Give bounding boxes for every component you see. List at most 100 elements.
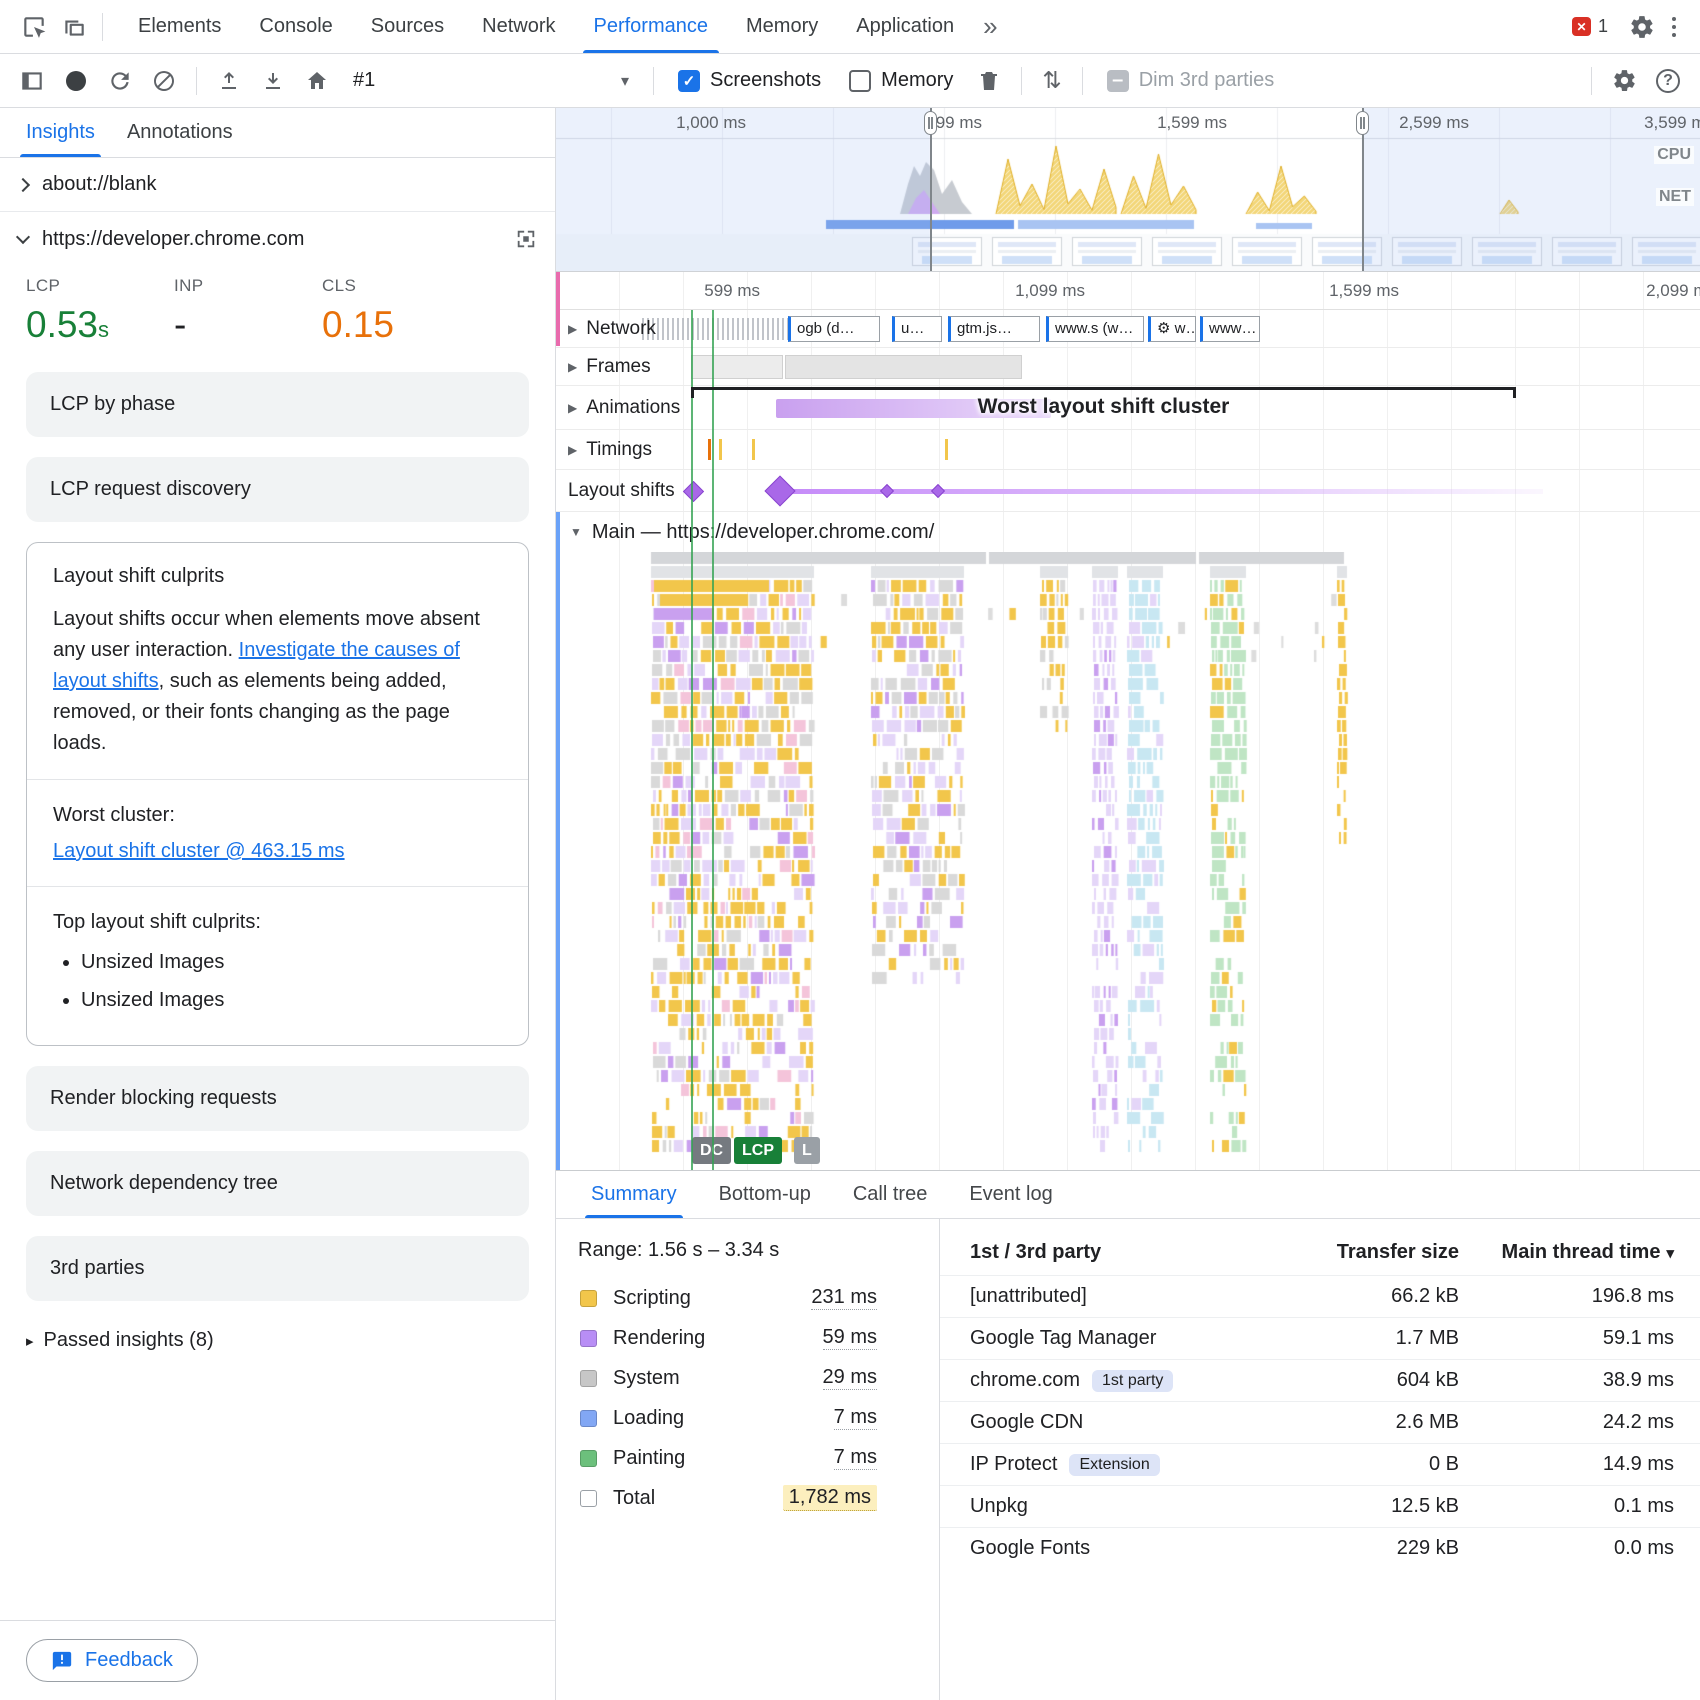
main-thread-header[interactable]: ▼ Main — https://developer.chrome.com/: [556, 512, 1700, 552]
devtools-tab-performance[interactable]: Performance: [575, 0, 728, 53]
performance-toolbar: #1 ▾ ✓ Screenshots Memory ⇅ – Dim 3rd pa…: [0, 54, 1700, 108]
drawer-tab-summary[interactable]: Summary: [585, 1171, 683, 1218]
layout-shifts-track[interactable]: Layout shifts: [556, 470, 1700, 512]
load-profile-icon[interactable]: [209, 61, 249, 101]
reload-and-record-icon[interactable]: [100, 61, 140, 101]
device-toolbar-icon[interactable]: [54, 7, 94, 47]
frame-block[interactable]: [691, 355, 783, 379]
devtools-tab-elements[interactable]: Elements: [138, 15, 222, 37]
devtools-tab-network[interactable]: Network: [482, 15, 556, 37]
window-handle-right[interactable]: [1356, 108, 1369, 271]
triangle-right-icon[interactable]: ▶: [568, 321, 578, 336]
insight-card-lcp-by-phase[interactable]: LCP by phase: [26, 372, 529, 437]
dim-3rd-parties-toggle[interactable]: – Dim 3rd parties: [1095, 69, 1287, 92]
table-header-main-thread-time[interactable]: Main thread time ▾: [1459, 1241, 1674, 1264]
timing-marker[interactable]: [945, 439, 948, 460]
checkbox-unchecked-icon: [849, 69, 872, 92]
details-drawer: Summary Bottom-up Call tree Event log Range…: [556, 1170, 1700, 1700]
feedback-button[interactable]: Feedback: [26, 1639, 198, 1682]
metric-inp[interactable]: INP -: [174, 276, 322, 346]
home-icon[interactable]: [297, 61, 337, 101]
cpu-overview-canvas[interactable]: [556, 108, 1700, 271]
network-request-chip[interactable]: www…: [1200, 316, 1260, 342]
devtools-tab-console[interactable]: Console: [259, 15, 333, 37]
triangle-down-icon[interactable]: ▼: [570, 525, 582, 539]
metric-lcp[interactable]: LCP 0.53s: [26, 276, 174, 346]
animation-bar[interactable]: [776, 399, 1051, 418]
main-thread-time-cell: 14.9 ms: [1602, 1453, 1674, 1475]
insight-card-layout-shift-culprits[interactable]: Layout shift culprits Layout shifts occu…: [26, 542, 529, 1046]
sidebar-tab-annotations[interactable]: Annotations: [126, 121, 233, 143]
triangle-right-icon[interactable]: ▶: [568, 442, 578, 457]
clear-icon[interactable]: [144, 61, 184, 101]
table-header-transfer-size[interactable]: Transfer size: [1336, 1240, 1459, 1263]
triangle-right-icon[interactable]: ▶: [568, 359, 578, 374]
range-label: Range: 1.56 s – 3.34 s: [578, 1239, 780, 1261]
toggle-sidebar-icon[interactable]: [12, 61, 52, 101]
devtools-tab-sources[interactable]: Sources: [370, 15, 445, 37]
timeline-overview[interactable]: 1,000 ms 599 ms 1,599 ms 2,599 ms 3,599 ms C…: [556, 108, 1700, 272]
triangle-right-icon: ▸: [26, 1332, 34, 1350]
layout-shift-diamond[interactable]: [879, 483, 895, 499]
timing-marker[interactable]: [719, 439, 722, 460]
drag-grip-icon[interactable]: [924, 111, 937, 135]
record-button[interactable]: [66, 70, 86, 91]
help-icon[interactable]: ?: [1648, 61, 1688, 101]
error-counter[interactable]: ✕ 1: [1571, 16, 1608, 37]
network-request-chip[interactable]: ⚙ w…: [1148, 316, 1196, 342]
history-select[interactable]: #1 ▾: [341, 62, 641, 100]
drawer-tab-call-tree[interactable]: Call tree: [852, 1183, 928, 1205]
insight-card-render-blocking-requests[interactable]: Render blocking requests: [26, 1066, 529, 1131]
timing-marker[interactable]: [708, 439, 711, 460]
frame-block[interactable]: [785, 355, 1022, 379]
network-request-chip[interactable]: gtm.js…: [948, 316, 1040, 342]
sidebar-tab-insights[interactable]: Insights: [10, 108, 111, 157]
network-request-chip[interactable]: u…: [892, 316, 942, 342]
layout-shift-diamond[interactable]: [930, 483, 946, 499]
layout-shift-diamond[interactable]: [682, 480, 705, 503]
drawer-tab-bottom-up[interactable]: Bottom-up: [718, 1183, 811, 1205]
timings-track[interactable]: ▶ Timings: [556, 430, 1700, 470]
divider: [102, 12, 103, 41]
drawer-tab-event-log[interactable]: Event log: [969, 1183, 1053, 1205]
settings-gear-icon[interactable]: [1622, 7, 1662, 47]
divider: [1591, 66, 1592, 95]
devtools-tab-memory[interactable]: Memory: [746, 15, 819, 37]
metric-cls[interactable]: CLS 0.15: [322, 276, 442, 346]
trace-row-developer-chrome[interactable]: https://developer.chrome.com: [0, 212, 555, 266]
save-profile-icon[interactable]: [253, 61, 293, 101]
drag-grip-icon[interactable]: [1356, 111, 1369, 135]
insight-card-network-dependency-tree[interactable]: Network dependency tree: [26, 1151, 529, 1216]
network-request-chip[interactable]: ogb (d…: [788, 316, 880, 342]
capture-settings-gear-icon[interactable]: [1604, 61, 1644, 101]
table-header-party[interactable]: 1st / 3rd party: [970, 1240, 1102, 1263]
investigate-layout-shifts-link[interactable]: Investigate the causes of layout shifts: [53, 639, 460, 692]
layout-shift-cluster-bar[interactable]: [778, 489, 1543, 494]
layout-shift-diamond[interactable]: [764, 475, 796, 507]
garbage-collect-icon[interactable]: [969, 61, 1009, 101]
trace-row-about-blank[interactable]: about://blank: [0, 158, 555, 212]
passed-insights-toggle[interactable]: ▸ Passed insights (8): [0, 1321, 555, 1372]
party-name: [unattributed]: [970, 1285, 1087, 1307]
screenshots-checkbox[interactable]: ✓ Screenshots: [666, 69, 833, 92]
devtools-tab-application[interactable]: Application: [856, 15, 955, 37]
sidebar-scroll-area[interactable]: about://blank https://developer.chrome.c…: [0, 158, 555, 1620]
frames-track[interactable]: ▶ Frames: [556, 348, 1700, 386]
animations-track[interactable]: ▶ Animations Worst layout shift cluster: [556, 386, 1700, 430]
insight-card-3rd-parties[interactable]: 3rd parties: [26, 1236, 529, 1301]
field-data-icon[interactable]: [515, 228, 537, 250]
main-thread-track[interactable]: ▼ Main — https://developer.chrome.com/ D…: [556, 512, 1700, 1170]
inspect-element-icon[interactable]: [14, 7, 54, 47]
timing-marker[interactable]: [752, 439, 755, 460]
flow-arrows-icon[interactable]: ⇅: [1042, 67, 1062, 93]
network-request-chip[interactable]: www.s (w…: [1046, 316, 1144, 342]
triangle-right-icon[interactable]: ▶: [568, 400, 578, 415]
kebab-menu-icon[interactable]: [1662, 9, 1686, 45]
network-track[interactable]: ▶ Network ogb (d… u…gtm.js…www.s (w…⚙ w…w…: [556, 310, 1700, 348]
memory-checkbox[interactable]: Memory: [837, 69, 965, 92]
window-handle-left[interactable]: [924, 108, 937, 271]
main-flamechart-canvas[interactable]: [556, 552, 1700, 1170]
insight-card-lcp-request-discovery[interactable]: LCP request discovery: [26, 457, 529, 522]
more-tabs-icon[interactable]: »: [983, 11, 998, 41]
worst-cluster-link[interactable]: Layout shift cluster @ 463.15 ms: [53, 840, 345, 862]
